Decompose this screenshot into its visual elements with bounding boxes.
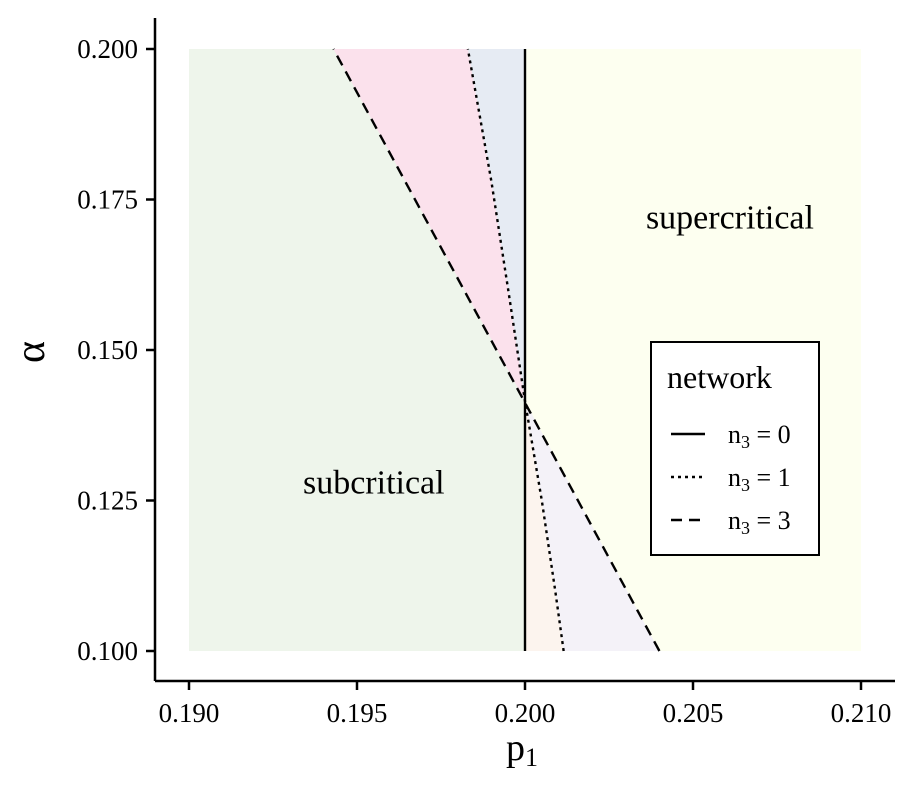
x-axis-title-subscript: 1: [525, 743, 538, 772]
y-tick-label-1: 0.125: [77, 486, 138, 516]
series-lines: [332, 48, 661, 652]
series-line-2: [332, 48, 661, 652]
legend-box: [650, 341, 820, 556]
series-line-1: [466, 48, 565, 652]
legend: network n3 = 0 n3 = 1 n3 = 3: [650, 341, 820, 556]
legend-entries: n3 = 0 n3 = 1 n3 = 3: [671, 420, 791, 538]
region-3: [467, 49, 525, 402]
x-tick-label-2: 0.200: [495, 698, 556, 728]
x-axis-title: p1: [506, 727, 538, 772]
y-tick-label-0: 0.100: [77, 636, 138, 666]
region-label-1: supercritical: [646, 200, 814, 237]
legend-label-1: n3 = 1: [728, 463, 791, 495]
y-tick-label-4: 0.200: [77, 34, 138, 64]
x-tick-label-1: 0.195: [327, 698, 388, 728]
x-axis-title-main: p: [506, 727, 525, 769]
region-labels: subcritical supercritical: [303, 200, 814, 502]
y-tick-label-3: 0.175: [77, 185, 138, 215]
y-tick-label-2: 0.150: [77, 335, 138, 365]
region-label-0: subcritical: [303, 464, 445, 501]
x-tick-label-3: 0.205: [663, 698, 724, 728]
legend-label-2: n3 = 3: [728, 506, 791, 538]
legend-title: network: [667, 359, 772, 395]
x-tick-label-4: 0.210: [831, 698, 892, 728]
x-tick-label-0: 0.190: [159, 698, 220, 728]
y-axis-title: α: [8, 341, 54, 363]
region-5: [525, 401, 660, 651]
y-axis-ticks: 0.100 0.125 0.150 0.175 0.200: [77, 34, 155, 666]
x-axis-ticks: 0.190 0.195 0.200 0.205 0.210: [159, 681, 892, 728]
legend-label-0: n3 = 0: [728, 420, 791, 452]
